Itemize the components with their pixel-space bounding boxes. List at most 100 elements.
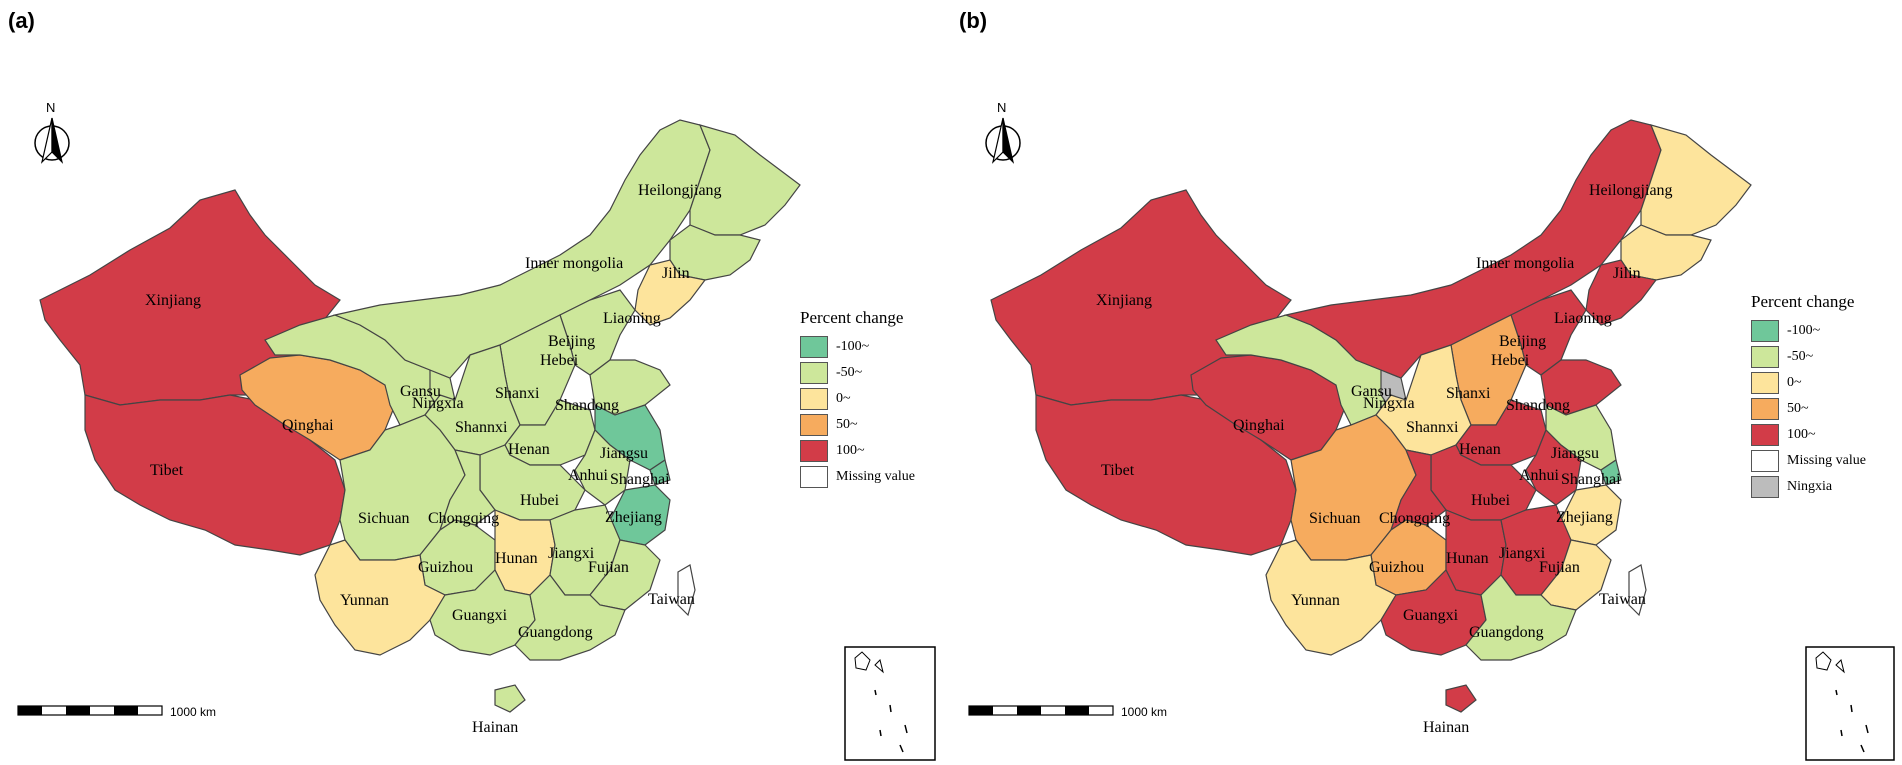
legend-label: 100~ [1787,427,1816,442]
label-beijing: Beijing [1499,333,1546,350]
province-guangdong [514,574,626,661]
legend-item: 50~ [800,412,915,438]
panel-label: (a) [8,8,35,33]
legend-title: Percent change [1751,292,1855,311]
label-anhui: Anhui [1519,467,1560,484]
label-shanghai: Shanghai [1561,471,1621,488]
label-beijing: Beijing [548,333,595,350]
legend-label: 50~ [836,417,858,432]
label-inner-mongolia: Inner mongolia [1476,255,1574,272]
scale-bar: 1000 km [968,705,1167,719]
province-liaoning [634,259,707,326]
label-hubei: Hubei [1471,492,1511,509]
legend-item: 100~ [1751,422,1866,448]
label-sichuan: Sichuan [1309,510,1361,527]
label-heilongjiang: Heilongjiang [638,182,722,199]
scale-label: 1000 km [1121,705,1167,719]
label-jiangxi: Jiangxi [1499,545,1546,562]
label-guangxi: Guangxi [452,607,508,624]
north-arrow-icon: N [34,100,70,164]
label-henan: Henan [1459,441,1501,458]
province-heilongjiang [1640,124,1752,236]
label-shandong: Shandong [1506,397,1570,414]
legend-label: 0~ [836,391,851,406]
label-taiwan: Taiwan [1599,591,1646,608]
label-xinjiang: Xinjiang [145,292,201,309]
label-jilin: Jilin [662,265,690,282]
legend-item: -50~ [1751,344,1866,370]
legend: Percent change -100~ -50~ 0~ 50~ 100~ Missing… [800,308,915,490]
legend-label: 50~ [1787,401,1809,416]
province-taiwan [1628,564,1647,617]
label-qinghai: Qinghai [282,417,334,434]
legend-item: Missing value [800,464,915,490]
label-hubei: Hubei [520,492,560,509]
china-map: Xinjiang Tibet Qinghai Gansu Ningxia Inn… [968,100,1895,761]
label-guizhou: Guizhou [1369,559,1424,576]
legend-swatch [1751,372,1779,394]
label-shanghai: Shanghai [610,471,670,488]
province-tibet [84,394,346,556]
legend-item: 100~ [800,438,915,464]
legend-item: -100~ [800,334,915,360]
label-chongqing: Chongqing [428,510,499,527]
label-yunnan: Yunnan [340,592,389,609]
label-shanxi: Shanxi [1446,385,1491,402]
legend-item: -50~ [800,360,915,386]
label-heilongjiang: Heilongjiang [1589,182,1673,199]
legend-label: Missing value [836,469,915,484]
province-jilin [1620,224,1712,281]
province-guangdong [1465,574,1577,661]
label-henan: Henan [508,441,550,458]
panel-label: (b) [959,8,988,33]
legend-item: -100~ [1751,318,1866,344]
legend-label: 0~ [1787,375,1802,390]
scale-label: 1000 km [170,705,216,719]
legend-item: 50~ [1751,396,1866,422]
province-jilin [669,224,761,281]
legend-swatch [1751,346,1779,368]
label-zhejiang: Zhejiang [605,509,662,526]
label-guangdong: Guangdong [518,624,593,641]
label-shanxi: Shanxi [495,385,540,402]
label-anhui: Anhui [568,467,609,484]
label-jiangsu: Jiangsu [600,445,648,462]
legend-swatch [1751,398,1779,420]
label-chongqing: Chongqing [1379,510,1450,527]
label-guizhou: Guizhou [418,559,473,576]
label-fujian: Fujian [1539,559,1580,576]
label-hebei: Hebei [540,352,579,369]
label-tibet: Tibet [1101,462,1135,479]
legend-label: -100~ [836,339,870,354]
legend-label: Missing value [1787,453,1866,468]
province-shanghai [1600,459,1622,486]
label-tibet: Tibet [150,462,184,479]
label-gansu: Gansu [1351,383,1392,400]
label-sichuan: Sichuan [358,510,410,527]
legend-label: -100~ [1787,323,1821,338]
label-liaoning: Liaoning [603,310,661,327]
province-shanghai [649,459,671,486]
label-zhejiang: Zhejiang [1556,509,1613,526]
label-gansu: Gansu [400,383,441,400]
label-hunan: Hunan [495,550,538,567]
legend-swatch [800,388,828,410]
label-jiangsu: Jiangsu [1551,445,1599,462]
label-qinghai: Qinghai [1233,417,1285,434]
legend-swatch [1751,320,1779,342]
legend-item: Ningxia [1751,474,1866,500]
legend-swatch [1751,450,1779,472]
label-jilin: Jilin [1613,265,1641,282]
label-guangxi: Guangxi [1403,607,1459,624]
legend-label: 100~ [836,443,865,458]
label-liaoning: Liaoning [1554,310,1612,327]
china-map: Xinjiang Tibet Qinghai Gansu Ningxia Inn… [17,100,936,761]
svg-text:N: N [46,100,55,115]
legend-swatch [800,362,828,384]
legend-swatch [800,414,828,436]
legend-title: Percent change [800,308,904,327]
label-yunnan: Yunnan [1291,592,1340,609]
label-shannxi: Shannxi [455,419,508,436]
svg-text:N: N [997,100,1006,115]
label-hebei: Hebei [1491,352,1530,369]
